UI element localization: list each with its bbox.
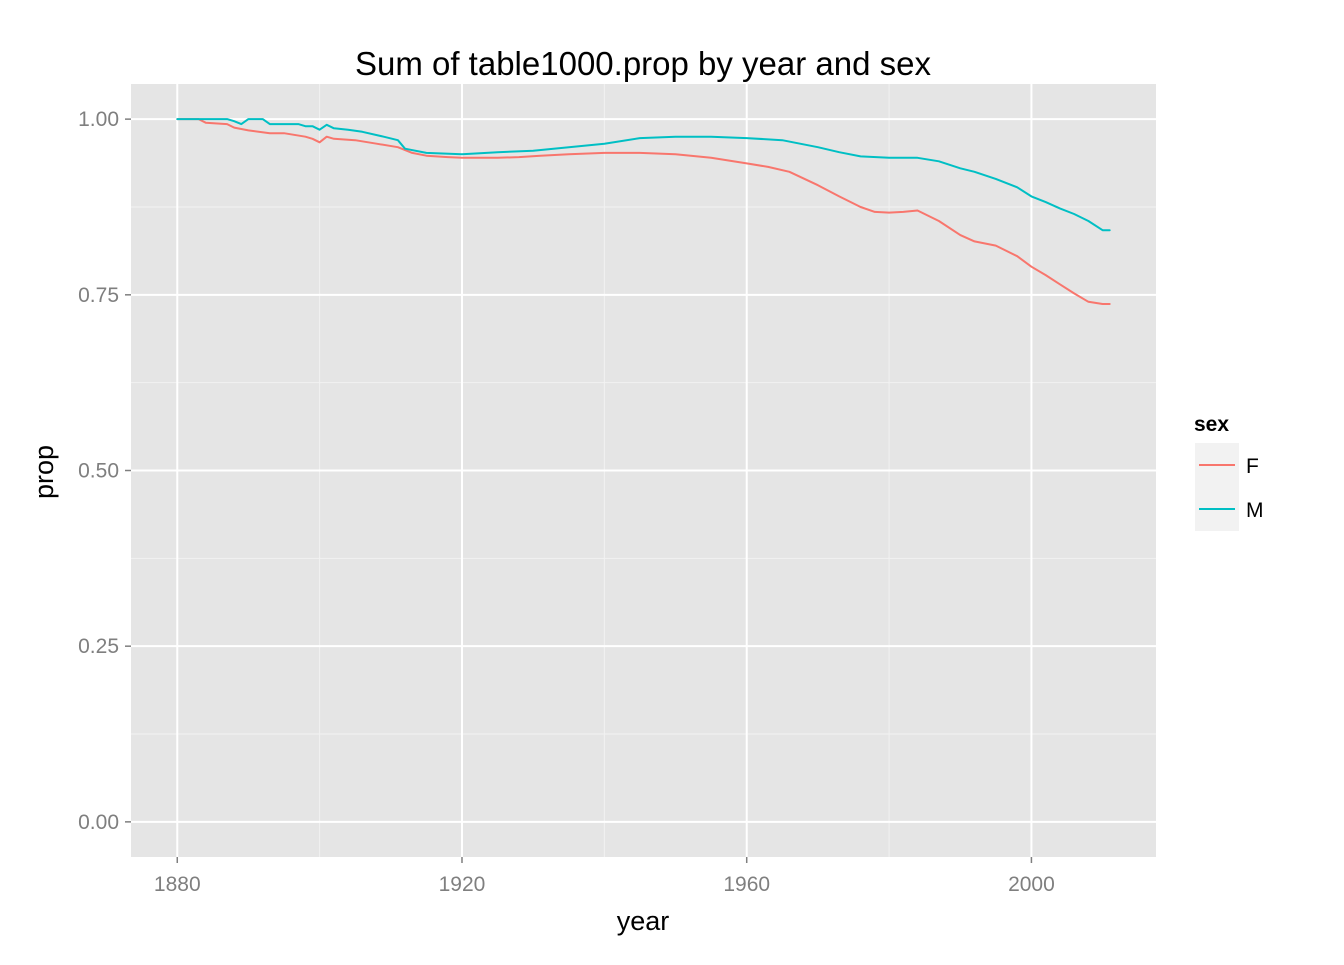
chart-title: Sum of table1000.prop by year and sex bbox=[355, 45, 932, 82]
x-axis: 1880 1920 1960 2000 bbox=[154, 857, 1055, 896]
legend-label-M: M bbox=[1246, 499, 1264, 522]
x-axis-title: year bbox=[617, 906, 670, 936]
series-lines bbox=[176, 118, 1111, 305]
y-tick-label: 0.50 bbox=[78, 460, 119, 483]
x-tick-label: 1920 bbox=[439, 873, 486, 896]
y-tick-label: 1.00 bbox=[78, 108, 119, 131]
series-line-F bbox=[176, 118, 1111, 305]
x-tick-label: 1960 bbox=[723, 873, 770, 896]
y-tick-label: 0.25 bbox=[78, 635, 119, 658]
y-axis: 0.00 0.25 0.50 0.75 1.00 bbox=[78, 108, 131, 834]
x-tick-label: 2000 bbox=[1008, 873, 1055, 896]
series-line-M bbox=[176, 118, 1111, 232]
y-tick-label: 0.75 bbox=[78, 284, 119, 307]
legend-label-F: F bbox=[1246, 455, 1259, 478]
y-tick-label: 0.00 bbox=[78, 811, 119, 834]
legend-title: sex bbox=[1194, 413, 1229, 436]
x-tick-label: 1880 bbox=[154, 873, 201, 896]
y-axis-title: prop bbox=[29, 445, 59, 499]
legend: sex FM bbox=[1194, 413, 1264, 531]
